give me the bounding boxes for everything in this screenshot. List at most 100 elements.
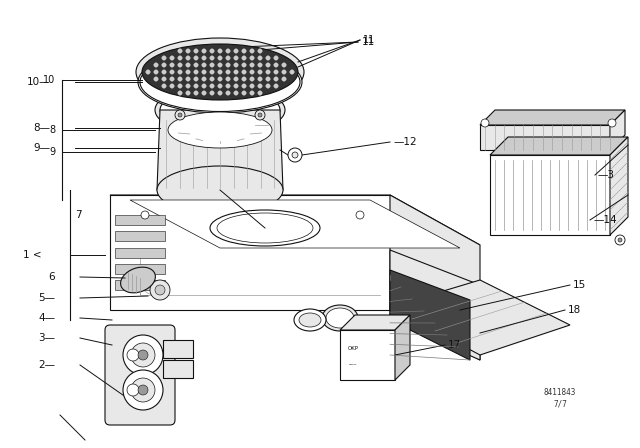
Ellipse shape [140,52,300,112]
Ellipse shape [299,313,321,327]
Polygon shape [130,200,460,248]
Ellipse shape [294,309,326,331]
Polygon shape [610,137,628,235]
Circle shape [250,91,254,95]
Polygon shape [110,195,480,245]
Text: 8411843
7/7: 8411843 7/7 [544,388,576,409]
Circle shape [123,335,163,375]
Circle shape [226,49,230,53]
Circle shape [131,343,155,367]
Circle shape [242,77,246,81]
Circle shape [258,91,262,95]
Bar [115,247,165,258]
Circle shape [150,280,170,300]
Polygon shape [480,110,625,125]
Text: 1 <: 1 < [24,250,42,260]
Circle shape [218,77,222,81]
Circle shape [170,84,174,88]
Circle shape [234,91,238,95]
Circle shape [154,70,158,74]
FancyBboxPatch shape [105,325,175,425]
Circle shape [274,84,278,88]
Text: 11: 11 [362,37,375,47]
Bar [115,280,165,290]
Circle shape [202,49,206,53]
Circle shape [210,56,214,60]
Circle shape [242,70,246,74]
Circle shape [141,211,149,219]
Ellipse shape [322,305,358,331]
Ellipse shape [160,88,280,132]
Circle shape [162,70,166,74]
Circle shape [210,63,214,67]
Circle shape [250,84,254,88]
Circle shape [226,70,230,74]
Circle shape [218,63,222,67]
Ellipse shape [120,267,156,293]
Circle shape [162,63,166,67]
Text: 7: 7 [75,210,82,220]
Circle shape [194,91,198,95]
Circle shape [226,77,230,81]
Circle shape [250,70,254,74]
Circle shape [194,49,198,53]
Bar [115,215,165,225]
Circle shape [170,56,174,60]
Circle shape [210,77,214,81]
Circle shape [234,56,238,60]
Circle shape [178,77,182,81]
Circle shape [210,91,214,95]
Circle shape [274,56,278,60]
Circle shape [274,70,278,74]
Circle shape [290,70,294,74]
Circle shape [615,235,625,245]
Circle shape [226,91,230,95]
Circle shape [218,70,222,74]
Text: —14: —14 [593,215,616,225]
Ellipse shape [157,166,283,214]
Circle shape [178,91,182,95]
Text: 17: 17 [448,340,461,350]
Polygon shape [390,195,480,360]
Polygon shape [390,280,570,355]
Circle shape [194,77,198,81]
Circle shape [282,70,286,74]
Circle shape [194,63,198,67]
Circle shape [274,63,278,67]
Circle shape [258,56,262,60]
Text: 15: 15 [573,280,586,290]
Bar [480,125,610,150]
Circle shape [242,91,246,95]
Circle shape [250,77,254,81]
Circle shape [258,70,262,74]
Text: —12: —12 [393,137,417,147]
Circle shape [481,119,489,127]
Circle shape [186,84,190,88]
Circle shape [234,63,238,67]
Circle shape [226,63,230,67]
Text: —3: —3 [598,170,615,180]
Circle shape [154,63,158,67]
Polygon shape [110,195,390,310]
Circle shape [356,211,364,219]
Circle shape [288,148,302,162]
Text: 9—: 9— [33,143,50,153]
Polygon shape [157,110,283,190]
Circle shape [242,63,246,67]
Bar [490,155,610,235]
Circle shape [138,350,148,360]
Circle shape [186,91,190,95]
Circle shape [202,77,206,81]
Circle shape [186,49,190,53]
Circle shape [255,110,265,120]
Circle shape [292,152,298,158]
Bar [115,231,165,241]
Circle shape [202,56,206,60]
Text: ___: ___ [348,359,356,365]
Bar [163,360,193,378]
Circle shape [218,56,222,60]
Text: 2—: 2— [38,360,55,370]
Polygon shape [390,250,480,360]
Ellipse shape [138,51,302,113]
Circle shape [194,70,198,74]
